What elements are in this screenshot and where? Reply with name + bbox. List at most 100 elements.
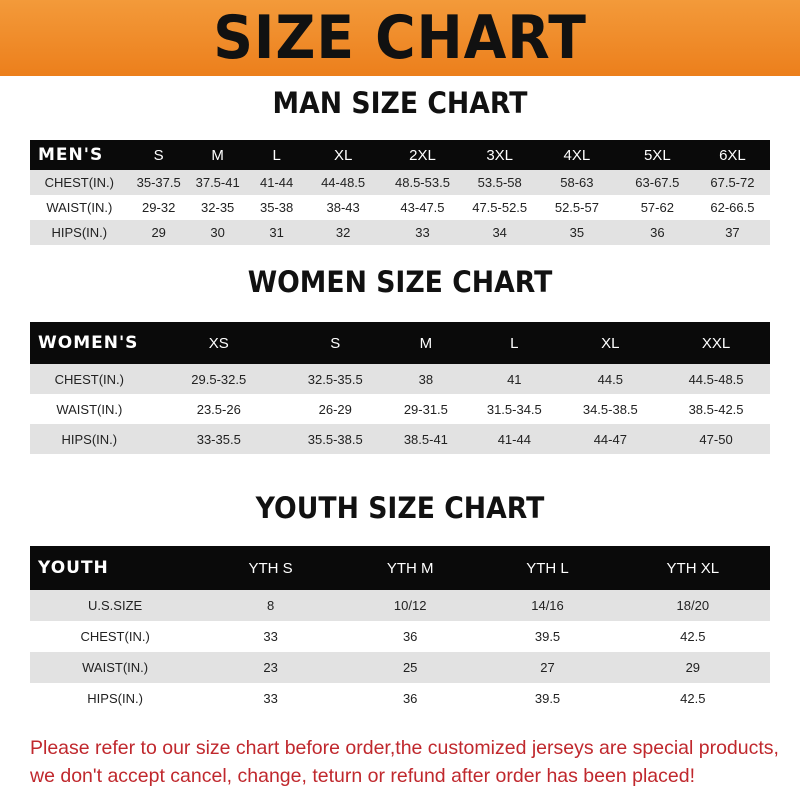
size-value: 30	[188, 220, 247, 245]
size-value: 23	[200, 652, 341, 683]
table-row: WAIST(IN.) 29-32 32-35 35-38 38-43 43-47.5 47.…	[30, 195, 770, 220]
size-header: L	[246, 140, 307, 170]
size-header: 5XL	[619, 140, 695, 170]
size-value: 39.5	[534, 629, 561, 644]
title-banner: SIZE CHART	[0, 0, 800, 76]
size-header: XXL	[662, 322, 770, 364]
policy-note: Please refer to our size chart before or…	[30, 734, 790, 790]
table-row: HIPS(IN.) 33-35.5 35.5-38.5 38.5-41 41-44 44-…	[30, 424, 770, 454]
size-value: 31	[246, 220, 307, 245]
row-label: HIPS(IN.)	[30, 220, 129, 245]
size-header: 6XL	[694, 140, 770, 170]
youth-size-table: YOUTH YTH S YTH M YTH L YTH XL U.S.SIZE 8 10/12…	[30, 546, 770, 714]
page-title: SIZE CHART	[213, 3, 587, 73]
size-value: 44.5-48.5	[662, 364, 770, 394]
table-row: HIPS(IN.) 33 36 39.5 42.5	[30, 683, 770, 714]
size-value: 39.5	[534, 691, 561, 706]
row-label: U.S.SIZE	[30, 590, 201, 621]
size-value: 34	[465, 220, 534, 245]
size-header: XL	[558, 322, 663, 364]
youth-section-title: YOUTH SIZE CHART	[255, 491, 545, 525]
size-header: L	[470, 322, 559, 364]
size-value: 29	[615, 652, 770, 683]
size-value: 52.5-57	[554, 200, 599, 215]
size-value: 32-35	[201, 200, 235, 215]
size-value: 36	[619, 220, 695, 245]
size-value: 8	[200, 590, 341, 621]
table-row: CHEST(IN.) 29.5-32.5 32.5-35.5 38 41 44.5 44.5…	[30, 364, 770, 394]
size-value: 47.5-52.5	[472, 200, 528, 215]
women-section-title: WOMEN SIZE CHART	[247, 265, 553, 299]
size-value: 35-37.5	[128, 170, 189, 195]
size-header: 4XL	[534, 140, 620, 170]
men-section-title: MAN SIZE CHART	[272, 86, 528, 120]
size-value: 53.5-58	[465, 170, 534, 195]
size-header: YTH M	[340, 546, 480, 590]
size-value: 44-48.5	[306, 170, 380, 195]
size-value: 38.5-41	[381, 424, 471, 454]
size-header: 3XL	[465, 140, 534, 170]
table-label: YOUTH	[30, 546, 201, 590]
size-value: 14/16	[479, 590, 616, 621]
row-label: CHEST(IN.)	[80, 629, 150, 644]
size-value: 29	[128, 220, 189, 245]
size-value: 35	[534, 220, 620, 245]
row-label: HIPS(IN.)	[87, 691, 143, 706]
size-value: 37.5-41	[188, 170, 247, 195]
policy-note-line: Please refer to our size chart before or…	[30, 737, 779, 759]
size-value: 32.5-35.5	[288, 364, 382, 394]
size-value: 33	[263, 629, 278, 644]
size-value: 36	[402, 691, 418, 706]
size-header: YTH L	[479, 546, 616, 590]
men-size-table: MEN'S S M L XL 2XL 3XL 4XL 5XL 6XL CHEST(IN.) 35-37…	[30, 140, 770, 245]
size-header: 2XL	[379, 140, 466, 170]
size-value: 33	[263, 691, 278, 706]
table-row: WAIST(IN.) 23.5-26 26-29 29-31.5 31.5-34.5 34…	[30, 394, 770, 424]
size-value: 62-66.5	[710, 200, 755, 215]
size-value: 48.5-53.5	[379, 170, 466, 195]
size-value: 44.5	[558, 364, 663, 394]
size-value: 29-32	[142, 200, 176, 215]
size-value: 29-31.5	[403, 401, 448, 417]
size-value: 35.5-38.5	[288, 424, 382, 454]
size-value: 31.5-34.5	[486, 401, 542, 417]
size-value: 25	[340, 652, 480, 683]
size-value: 42.5	[680, 691, 706, 706]
size-header: S	[128, 140, 189, 170]
row-label: CHEST(IN.)	[30, 170, 129, 195]
size-header: M	[188, 140, 247, 170]
size-value: 41-44	[246, 170, 307, 195]
size-header: XS	[148, 322, 289, 364]
row-label: WAIST(IN.)	[30, 652, 201, 683]
table-row: HIPS(IN.) 29 30 31 32 33 34 35 36 37	[30, 220, 770, 245]
row-label: HIPS(IN.)	[30, 424, 149, 454]
table-row: WAIST(IN.) 23 25 27 29	[30, 652, 770, 683]
size-value: 26-29	[318, 401, 352, 417]
size-value: 43-47.5	[400, 200, 445, 215]
size-value: 38-43	[326, 200, 360, 215]
header-row: WOMEN'S XS S M L XL XXL	[30, 322, 770, 364]
size-header: YTH XL	[615, 546, 770, 590]
size-value: 44-47	[558, 424, 663, 454]
header-row: MEN'S S M L XL 2XL 3XL 4XL 5XL 6XL	[30, 140, 770, 170]
size-value: 18/20	[615, 590, 770, 621]
size-header: YTH S	[200, 546, 341, 590]
size-value: 32	[306, 220, 380, 245]
table-label: WOMEN'S	[30, 322, 149, 364]
size-value: 37	[694, 220, 770, 245]
size-value: 33-35.5	[148, 424, 289, 454]
size-value: 10/12	[340, 590, 480, 621]
size-value: 41	[470, 364, 559, 394]
size-value: 63-67.5	[619, 170, 695, 195]
header-row: YOUTH YTH S YTH M YTH L YTH XL	[30, 546, 770, 590]
table-label: MEN'S	[30, 140, 129, 170]
size-header: M	[381, 322, 471, 364]
size-value: 67.5-72	[694, 170, 770, 195]
women-size-table: WOMEN'S XS S M L XL XXL CHEST(IN.) 29.5-32.5 32.5…	[30, 322, 770, 454]
size-value: 38	[381, 364, 471, 394]
size-value: 57-62	[640, 200, 674, 215]
size-value: 41-44	[470, 424, 559, 454]
size-header: S	[288, 322, 382, 364]
table-row: U.S.SIZE 8 10/12 14/16 18/20	[30, 590, 770, 621]
size-value: 47-50	[662, 424, 770, 454]
